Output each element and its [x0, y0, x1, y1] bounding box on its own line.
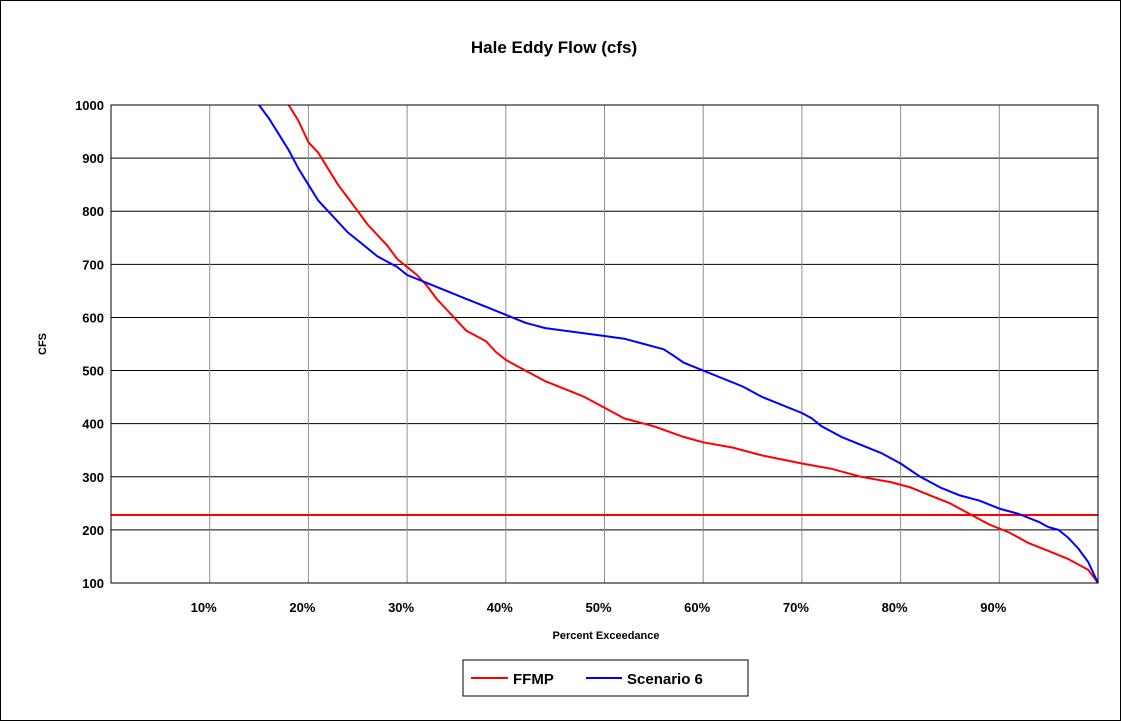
x-tick-label: 50% — [585, 600, 611, 615]
x-tick-label: 20% — [289, 600, 315, 615]
x-tick-label: 60% — [684, 600, 710, 615]
x-tick-label: 80% — [882, 600, 908, 615]
y-tick-label: 200 — [82, 523, 104, 538]
y-tick-label: 100 — [82, 576, 104, 591]
series-line-scenario-6 — [258, 104, 1099, 584]
x-axis-title: Percent Exceedance — [552, 630, 659, 642]
grid-lines — [111, 105, 1098, 583]
y-tick-labels: 100 200 300 400 500 600 700 800 900 1000 — [75, 98, 104, 591]
series-layer — [258, 104, 1099, 584]
y-tick-label: 800 — [82, 204, 104, 219]
x-tick-label: 90% — [980, 600, 1006, 615]
legend: FFMP Scenario 6 — [462, 659, 749, 697]
y-tick-label: 1000 — [75, 98, 104, 113]
x-tick-label: 10% — [191, 600, 217, 615]
y-axis-title: CFS — [37, 333, 49, 355]
y-tick-label: 500 — [82, 364, 104, 379]
y-tick-label: 600 — [82, 310, 104, 325]
chart-title: Hale Eddy Flow (cfs) — [471, 38, 637, 57]
y-tick-label: 700 — [82, 257, 104, 272]
legend-label: Scenario 6 — [627, 671, 703, 688]
y-tick-label: 900 — [82, 151, 104, 166]
plot-area-border — [110, 104, 1099, 584]
x-tick-label: 70% — [783, 600, 809, 615]
series-line-ffmp — [287, 104, 1099, 584]
x-tick-label: 40% — [487, 600, 513, 615]
x-tick-labels: 10% 20% 30% 40% 50% 60% 70% 80% 90% — [191, 600, 1007, 615]
y-tick-label: 300 — [82, 470, 104, 485]
legend-label: FFMP — [513, 671, 554, 688]
x-tick-label: 30% — [388, 600, 414, 615]
y-tick-label: 400 — [82, 417, 104, 432]
